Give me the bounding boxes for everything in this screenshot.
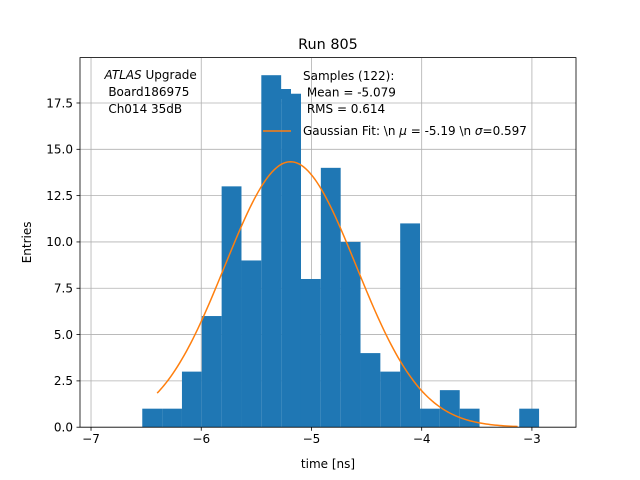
histogram-bar (181, 371, 202, 428)
legend-hist-line-2: Mean = -5.079 (303, 86, 396, 100)
histogram-bar (420, 408, 440, 428)
histogram-bar (439, 390, 460, 428)
x-axis-ticks: −7 −6 −5 −4 −3 (82, 427, 541, 446)
legend-hist-swatch (263, 89, 291, 99)
histogram-bar (261, 75, 282, 428)
histogram-bar (221, 186, 242, 428)
legend-fit-mu: μ (398, 124, 407, 138)
histogram-bar (360, 353, 381, 428)
x-tick-label: −7 (82, 432, 100, 446)
annotation-title: ATLAS Upgrade (104, 68, 197, 82)
y-axis-label: Entries (20, 222, 34, 264)
histogram-bar (519, 408, 540, 428)
y-tick-label: 15.0 (46, 143, 73, 157)
legend-fit-label: Gaussian Fit: \n μ = -5.19 \n σ=0.597 (303, 124, 527, 138)
x-tick-label: −4 (413, 432, 431, 446)
histogram-bar (340, 241, 361, 428)
y-tick-label: 12.5 (46, 189, 73, 203)
gaussian-fit-curve (156, 160, 518, 428)
legend-fit-prefix: Gaussian Fit: \n (303, 124, 399, 138)
y-tick-label: 0.0 (54, 421, 73, 435)
histogram-bar (300, 278, 321, 428)
histogram-bar (281, 93, 301, 428)
legend-fit-sigma: σ (475, 124, 483, 138)
x-tick-label: −3 (523, 432, 541, 446)
y-tick-label: 5.0 (54, 328, 73, 342)
y-tick-label: 2.5 (54, 374, 73, 388)
upgrade-annotation: ATLAS Upgrade Board186975 Ch014 35dB (104, 68, 197, 116)
x-tick-label: −6 (192, 432, 210, 446)
legend-fit-suffix: =0.597 (483, 124, 527, 138)
histogram-bars (142, 75, 540, 428)
annotation-upgrade: Upgrade (142, 68, 197, 82)
x-tick-label: −5 (303, 432, 321, 446)
legend-hist-line-3: RMS = 0.614 (303, 102, 385, 116)
plot-frame (79, 57, 577, 428)
histogram-bar (400, 223, 421, 428)
histogram-bar (142, 408, 163, 428)
legend-hist-line-1: Samples (122): (303, 69, 394, 83)
legend-fit-middle: = -5.19 \n (407, 124, 475, 138)
histogram-bar (241, 260, 262, 428)
y-tick-label: 7.5 (54, 282, 73, 296)
annotation-board: Board186975 (105, 85, 190, 99)
annotation-atlas: ATLAS (104, 68, 143, 82)
y-tick-label: 17.5 (46, 96, 73, 110)
y-tick-label: 10.0 (46, 235, 73, 249)
legend: Samples (122): Mean = -5.079 RMS = 0.614… (263, 69, 527, 138)
chart-title: Run 805 (298, 37, 358, 53)
histogram-bar (380, 371, 401, 428)
y-axis-ticks: 0.0 2.5 5.0 7.5 10.0 12.5 15.0 17.5 (46, 96, 80, 435)
histogram-bar (201, 316, 222, 428)
x-axis-label: time [ns] (301, 457, 355, 471)
histogram-bar (320, 167, 341, 428)
annotation-channel: Ch014 35dB (105, 102, 183, 116)
histogram-bar (162, 408, 182, 428)
